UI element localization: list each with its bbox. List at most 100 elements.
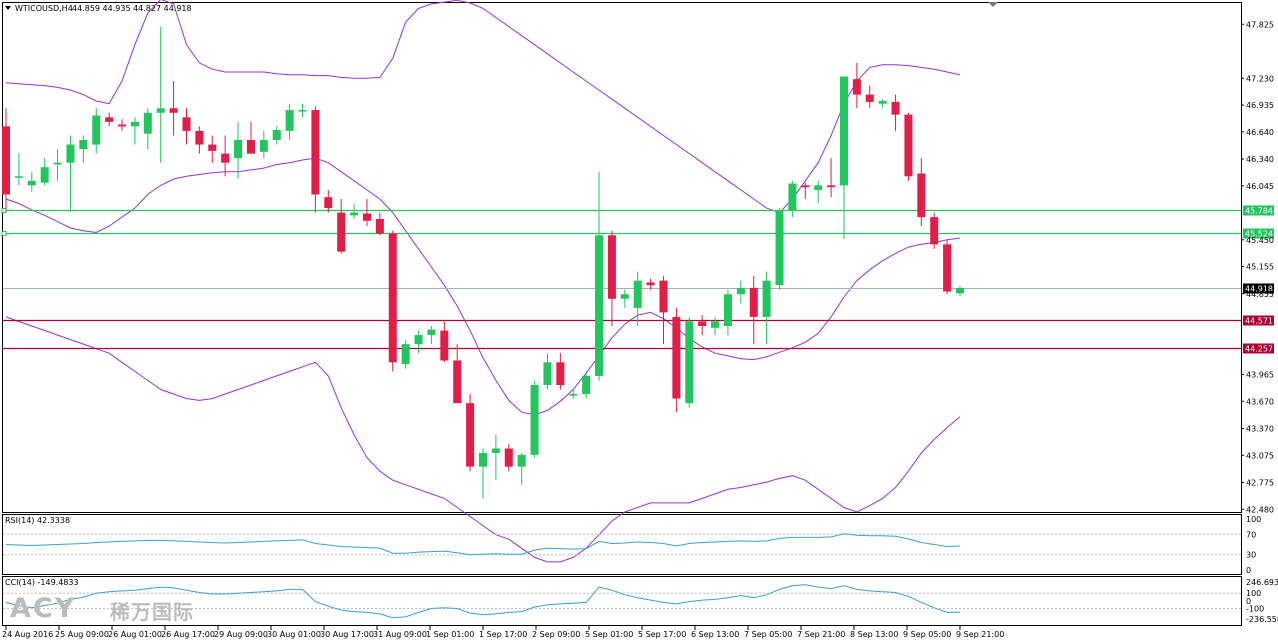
candle-body: [620, 294, 629, 299]
shift-marker-icon[interactable]: [988, 2, 998, 7]
rsi-pane-frame: [2, 514, 1242, 575]
hline-label-2: 44.571: [1245, 317, 1273, 326]
bollinger-middle-line: [5, 157, 961, 416]
time-tick-label: 26 Aug 01:00: [108, 630, 162, 639]
candle-body: [14, 176, 23, 178]
candle-body: [156, 108, 165, 113]
candle-body: [105, 117, 114, 122]
candle-body: [66, 144, 75, 163]
symbol-label: WTICOUSD,H4: [15, 4, 73, 13]
cci-tick-label: 246.6938: [1246, 578, 1278, 587]
candle-body: [569, 394, 578, 396]
main-pane-frame: [2, 2, 1242, 513]
candle-body: [736, 287, 745, 295]
candle-body: [53, 162, 62, 165]
candle-body: [362, 213, 371, 221]
time-tick-label: 1 Sep 01:00: [426, 630, 474, 639]
candle-body: [375, 218, 384, 234]
cci-pane-frame: [2, 576, 1242, 626]
candle-body: [350, 212, 359, 216]
candle-body: [749, 287, 758, 317]
rsi-indicator: 100 70 30 0: [3, 515, 1261, 575]
price-tick-label: 45.450: [1246, 236, 1274, 245]
candle-body: [27, 180, 36, 186]
bollinger-upper-line: [5, 0, 961, 214]
candle-body: [827, 185, 836, 188]
cci-tick-label: -100: [1246, 605, 1264, 614]
candle-body: [453, 360, 462, 404]
cci-tick-label: -236.558: [1246, 615, 1278, 624]
candle-body: [143, 112, 152, 134]
cci-line: [5, 584, 961, 619]
candle-body: [865, 94, 874, 102]
time-tick-label: 29 Aug 09:00: [214, 630, 268, 639]
time-tick-label: 26 Aug 17:00: [161, 630, 215, 639]
candle-body: [852, 79, 861, 95]
time-tick-label: 5 Sep 01:00: [585, 630, 633, 639]
candle-body: [659, 280, 668, 313]
time-tick-label: 6 Sep 13:00: [691, 630, 739, 639]
time-tick-label: 1 Sep 17:00: [479, 630, 527, 639]
candle-body: [401, 344, 410, 365]
candle-body: [182, 117, 191, 131]
price-tick-label: 42.775: [1246, 479, 1274, 488]
candle-body: [517, 454, 526, 467]
hline-label-0: 45.784: [1245, 207, 1273, 216]
candle-body: [633, 280, 642, 308]
hline-anchor-0[interactable]: [1, 208, 7, 213]
hline-anchor-1[interactable]: [1, 231, 7, 236]
candle-body: [118, 124, 127, 127]
candle-body: [711, 321, 720, 328]
candle-body: [672, 316, 681, 399]
candle-body: [543, 362, 552, 385]
time-tick-label: 9 Sep 05:00: [903, 630, 951, 639]
price-tick-label: 43.075: [1246, 451, 1274, 460]
candle-body: [491, 448, 500, 454]
candle-body: [259, 140, 268, 152]
price-tick-label: 46.340: [1246, 155, 1274, 164]
watermark-brand-cn: 稀万国际: [110, 600, 194, 624]
bollinger-bands: [5, 0, 961, 563]
rsi-tick-label: 100: [1246, 515, 1261, 524]
rsi-tick-label: 0: [1246, 566, 1251, 575]
candle-body: [878, 100, 887, 104]
time-tick-label: 24 Aug 2016: [2, 630, 53, 639]
candle-body: [698, 321, 707, 327]
candle-body: [466, 403, 475, 467]
candle-body: [388, 233, 397, 363]
price-tick-label: 46.640: [1246, 128, 1274, 137]
candle-body: [839, 76, 848, 186]
candle-body: [556, 362, 565, 385]
candle-body: [234, 140, 243, 159]
candle-body: [246, 140, 255, 154]
hline-label-bg-1: [1243, 228, 1274, 239]
time-tick-label: 30 Aug 17:00: [320, 630, 374, 639]
rsi-line: [5, 533, 961, 556]
candle-body: [440, 330, 449, 361]
time-tick-label: 31 Aug 09:00: [373, 630, 427, 639]
bollinger-lower-line: [5, 316, 961, 563]
candle-body: [685, 321, 694, 404]
rsi-title: RSI(14) 42.3338: [5, 516, 70, 525]
candle-body: [2, 126, 10, 195]
candle-body: [427, 329, 436, 336]
candle-body: [504, 448, 513, 467]
candle-body: [646, 282, 655, 286]
candle-body: [930, 217, 939, 245]
candle-body: [891, 101, 900, 115]
price-tick-label: 43.965: [1246, 371, 1274, 380]
bid-label: 44.918: [1245, 285, 1273, 294]
candle-body: [208, 144, 217, 151]
candle-body: [130, 121, 139, 127]
time-tick-label: 25 Aug 09:00: [55, 630, 109, 639]
horizontal-lines[interactable]: 45.784 45.524 44.571 44.257 44.918: [1, 205, 1274, 354]
price-tick-label: 44.855: [1246, 290, 1274, 299]
time-tick-label: 5 Sep 17:00: [638, 630, 686, 639]
candle-body: [324, 197, 333, 209]
candle-body: [337, 212, 346, 252]
time-tick-label: 7 Sep 05:00: [744, 630, 792, 639]
candle-body: [40, 167, 49, 183]
dropdown-triangle-icon[interactable]: [5, 6, 11, 10]
